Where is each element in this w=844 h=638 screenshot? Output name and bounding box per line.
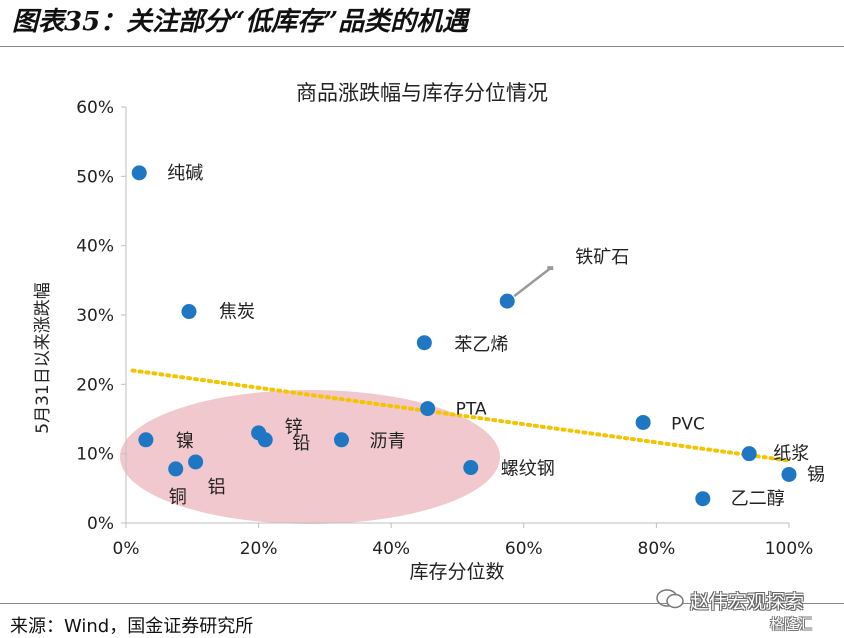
point-label: 纸浆 xyxy=(773,444,809,465)
data-point xyxy=(188,454,204,470)
data-point xyxy=(741,446,757,462)
scatter-chart: 商品涨跌幅与库存分位情况 0% 10% 20% 30% 40% 50% 60% 0% 20% 4… xyxy=(33,81,825,583)
point-label: 镍 xyxy=(176,431,194,452)
x-tick-label: 0% xyxy=(113,539,140,559)
y-tick-label: 0% xyxy=(87,514,114,534)
x-tick-label: 80% xyxy=(638,539,676,559)
data-point xyxy=(168,461,184,477)
callout-line xyxy=(513,268,550,298)
x-tick-label: 100% xyxy=(765,539,814,559)
x-tick-label: 20% xyxy=(240,539,278,559)
data-point xyxy=(257,432,273,448)
y-tick-label: 20% xyxy=(76,375,114,395)
y-axis-label: 5月31日以来涨跌幅 xyxy=(33,282,53,433)
data-point xyxy=(695,491,711,507)
point-label: 沥青 xyxy=(369,431,405,452)
x-tick-label: 60% xyxy=(505,539,543,559)
callout-line-end xyxy=(547,266,554,271)
point-label: PVC xyxy=(671,414,705,434)
point-label: 螺纹钢 xyxy=(501,459,555,480)
figure-title: 图表35：关注部分“低库存”品类的机遇 xyxy=(12,7,469,37)
y-tick-label: 40% xyxy=(76,237,114,257)
top-divider xyxy=(0,46,844,47)
data-point xyxy=(131,165,147,181)
watermark-text: 赵伟宏观探索 xyxy=(690,591,805,613)
y-tick-label: 30% xyxy=(76,306,114,326)
y-tick-label: 10% xyxy=(76,445,114,465)
watermark-subtext: 格隆汇 xyxy=(770,617,812,633)
bottom-divider xyxy=(0,603,844,604)
data-point xyxy=(138,432,154,448)
point-label: 铁矿石 xyxy=(575,247,629,268)
data-point xyxy=(781,466,797,482)
data-point xyxy=(333,432,349,448)
trend-line xyxy=(130,368,791,463)
wechat-icon xyxy=(656,589,684,609)
low-inventory-highlight xyxy=(120,390,500,524)
point-label: 焦炭 xyxy=(219,302,255,323)
y-tick-label: 50% xyxy=(76,167,114,187)
point-label: 乙二醇 xyxy=(731,489,785,510)
point-label: 苯乙烯 xyxy=(454,335,508,356)
point-label: PTA xyxy=(456,400,487,420)
data-point xyxy=(499,293,515,309)
y-tick-label: 60% xyxy=(76,98,114,118)
data-point xyxy=(635,414,651,430)
point-label: 铅 xyxy=(292,433,310,454)
data-point xyxy=(416,335,432,351)
data-point xyxy=(463,460,479,476)
data-point xyxy=(420,401,436,417)
point-label: 锌 xyxy=(285,417,303,438)
source-note: 来源：Wind，国金证券研究所 xyxy=(10,616,254,637)
x-axis-label: 库存分位数 xyxy=(409,561,504,583)
point-label: 锡 xyxy=(807,464,825,485)
point-label: 纯碱 xyxy=(167,163,203,184)
data-point xyxy=(181,304,197,320)
point-label: 铝 xyxy=(208,477,226,498)
point-label: 铜 xyxy=(169,487,187,508)
chart-title: 商品涨跌幅与库存分位情况 xyxy=(296,81,548,105)
x-tick-label: 40% xyxy=(372,539,410,559)
